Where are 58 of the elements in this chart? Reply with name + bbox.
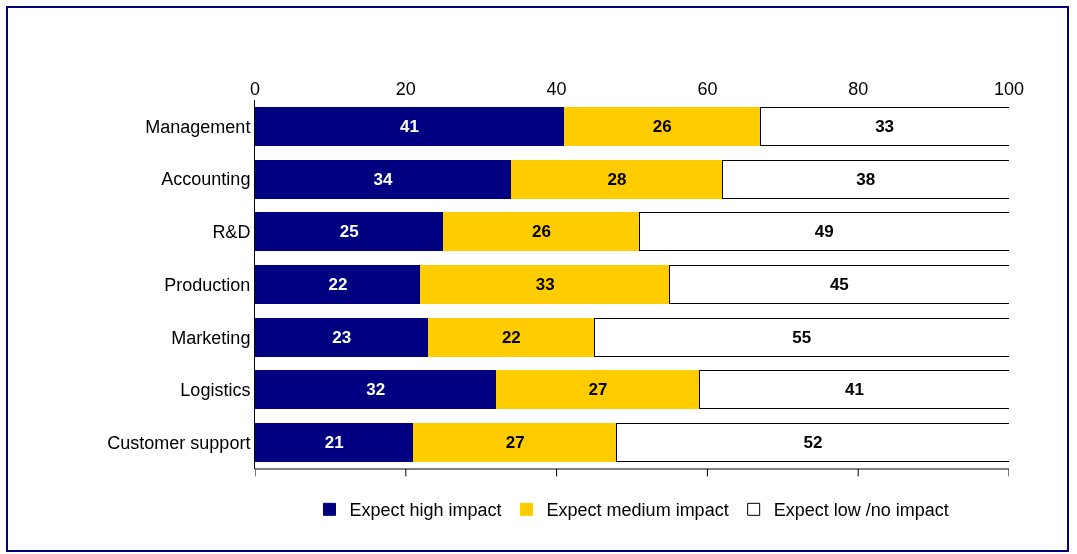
data-label: 41 xyxy=(844,380,864,400)
data-label: 21 xyxy=(324,433,344,453)
x-tick-label: 60 xyxy=(697,79,718,100)
y-tick-label: Marketing xyxy=(171,327,251,348)
y-tick-label: Management xyxy=(145,116,251,137)
data-label: 27 xyxy=(505,433,525,453)
data-label: 22 xyxy=(501,327,521,347)
data-label: 23 xyxy=(332,327,352,347)
bar xyxy=(669,265,1009,304)
data-label: 49 xyxy=(814,222,834,242)
data-label: 26 xyxy=(532,222,551,242)
x-tick-label: 0 xyxy=(249,79,261,100)
data-label: 33 xyxy=(535,275,555,294)
bar xyxy=(255,265,422,304)
data-label: 28 xyxy=(607,169,627,189)
bar xyxy=(563,106,761,146)
bar xyxy=(255,423,414,463)
bar xyxy=(593,317,1009,357)
data-label: 55 xyxy=(792,327,812,347)
x-tick-label: 40 xyxy=(546,79,567,100)
bar xyxy=(510,159,723,199)
data-label: 33 xyxy=(875,116,895,136)
bar xyxy=(443,212,641,252)
data-label: 25 xyxy=(339,222,359,242)
bar xyxy=(759,106,1009,146)
legend-label: Expect low /no impact xyxy=(773,500,949,521)
x-tick-label: 100 xyxy=(993,79,1025,100)
data-label: 32 xyxy=(366,380,386,400)
bar xyxy=(721,159,1009,199)
y-tick-label: Customer support xyxy=(107,432,251,453)
bar xyxy=(255,159,512,199)
bar xyxy=(427,317,595,357)
data-label: 34 xyxy=(373,169,393,189)
bar xyxy=(616,423,1009,463)
bar xyxy=(639,212,1009,252)
bar xyxy=(495,370,701,410)
y-tick-label: Accounting xyxy=(161,169,251,190)
bar xyxy=(255,106,565,146)
legend-label: Expect high impact xyxy=(349,500,502,521)
data-label: 45 xyxy=(829,275,849,294)
data-label: 52 xyxy=(803,433,823,453)
data-label: 27 xyxy=(588,380,608,400)
y-tick-label: R&D xyxy=(212,222,251,243)
y-tick-label: Logistics xyxy=(180,380,251,401)
bar xyxy=(412,423,618,463)
legend-label: Expect medium impact xyxy=(546,500,729,521)
data-label: 41 xyxy=(400,116,420,136)
bar xyxy=(255,212,444,252)
bar xyxy=(255,370,497,410)
x-tick-label: 80 xyxy=(848,79,869,100)
bar xyxy=(420,265,671,304)
data-label: 22 xyxy=(328,275,348,294)
x-tick-label: 20 xyxy=(395,79,416,100)
y-tick-label: Production xyxy=(164,274,251,295)
data-label: 26 xyxy=(652,116,672,136)
bar xyxy=(255,317,429,357)
data-label: 38 xyxy=(856,169,876,189)
bar xyxy=(699,370,1009,410)
